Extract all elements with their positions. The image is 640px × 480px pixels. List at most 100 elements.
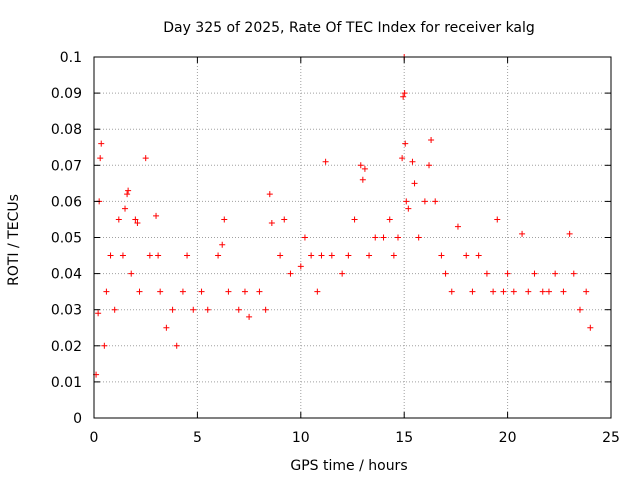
data-point bbox=[432, 198, 439, 205]
data-point bbox=[111, 306, 118, 313]
data-point bbox=[525, 288, 532, 295]
data-point bbox=[268, 220, 275, 227]
data-point bbox=[119, 252, 126, 259]
data-point bbox=[483, 270, 490, 277]
data-points bbox=[93, 54, 594, 378]
data-point bbox=[262, 306, 269, 313]
data-point bbox=[510, 288, 517, 295]
data-point bbox=[386, 216, 393, 223]
data-point bbox=[122, 205, 129, 212]
data-point bbox=[157, 288, 164, 295]
data-point bbox=[380, 234, 387, 241]
data-point bbox=[394, 234, 401, 241]
data-point bbox=[266, 191, 273, 198]
x-tick-label: 25 bbox=[602, 430, 620, 446]
data-point bbox=[215, 252, 222, 259]
grid-lines bbox=[94, 57, 611, 418]
data-point bbox=[426, 162, 433, 169]
data-point bbox=[566, 230, 573, 237]
data-point bbox=[124, 191, 131, 198]
y-axis-label: ROTI / TECUs bbox=[6, 194, 22, 286]
y-tick-label: 0.01 bbox=[51, 375, 82, 391]
data-point bbox=[409, 158, 416, 165]
data-point bbox=[287, 270, 294, 277]
x-tick-label: 15 bbox=[395, 430, 413, 446]
x-tick-label: 10 bbox=[292, 430, 310, 446]
y-tick-label: 0.07 bbox=[51, 158, 82, 174]
x-tick-label: 5 bbox=[193, 430, 202, 446]
data-point bbox=[576, 306, 583, 313]
data-point bbox=[328, 252, 335, 259]
data-point bbox=[256, 288, 263, 295]
data-point bbox=[428, 137, 435, 144]
data-point bbox=[504, 270, 511, 277]
data-point bbox=[308, 252, 315, 259]
data-point bbox=[241, 288, 248, 295]
data-point bbox=[322, 158, 329, 165]
data-point bbox=[125, 187, 132, 194]
x-tick-label: 0 bbox=[90, 430, 99, 446]
data-point bbox=[366, 252, 373, 259]
data-point bbox=[198, 288, 205, 295]
data-point bbox=[403, 198, 410, 205]
y-tick-label: 0.05 bbox=[51, 231, 82, 247]
data-point bbox=[401, 90, 408, 97]
data-point bbox=[153, 212, 160, 219]
data-point bbox=[361, 165, 368, 172]
data-point bbox=[128, 270, 135, 277]
data-point bbox=[173, 342, 180, 349]
data-point bbox=[103, 288, 110, 295]
data-point bbox=[411, 180, 418, 187]
data-point bbox=[318, 252, 325, 259]
y-tick-label: 0.08 bbox=[51, 122, 82, 138]
data-point bbox=[500, 288, 507, 295]
data-point bbox=[339, 270, 346, 277]
data-point bbox=[107, 252, 114, 259]
data-point bbox=[163, 324, 170, 331]
data-point bbox=[219, 241, 226, 248]
data-point bbox=[146, 252, 153, 259]
data-point bbox=[281, 216, 288, 223]
data-point bbox=[98, 140, 105, 147]
data-point bbox=[297, 263, 304, 270]
data-point bbox=[132, 216, 139, 223]
data-point bbox=[277, 252, 284, 259]
data-point bbox=[552, 270, 559, 277]
data-point bbox=[97, 155, 104, 162]
data-point bbox=[184, 252, 191, 259]
data-point bbox=[115, 216, 122, 223]
data-point bbox=[235, 306, 242, 313]
data-point bbox=[204, 306, 211, 313]
data-point bbox=[405, 205, 412, 212]
data-point bbox=[179, 288, 186, 295]
data-point bbox=[438, 252, 445, 259]
data-point bbox=[142, 155, 149, 162]
data-point bbox=[372, 234, 379, 241]
data-point bbox=[448, 288, 455, 295]
data-point bbox=[225, 288, 232, 295]
y-tick-label: 0.06 bbox=[51, 194, 82, 210]
data-point bbox=[246, 313, 253, 320]
data-point bbox=[359, 176, 366, 183]
data-point bbox=[560, 288, 567, 295]
data-point bbox=[314, 288, 321, 295]
data-point bbox=[570, 270, 577, 277]
data-point bbox=[169, 306, 176, 313]
y-tick-label: 0.09 bbox=[51, 86, 82, 102]
data-point bbox=[545, 288, 552, 295]
data-point bbox=[494, 216, 501, 223]
y-tick-label: 0.03 bbox=[51, 303, 82, 319]
data-point bbox=[463, 252, 470, 259]
data-point bbox=[399, 155, 406, 162]
data-point bbox=[519, 230, 526, 237]
data-point bbox=[400, 93, 407, 100]
x-axis-label: GPS time / hours bbox=[290, 458, 407, 474]
y-tick-label: 0 bbox=[73, 411, 82, 427]
data-point bbox=[415, 234, 422, 241]
axis-ticks bbox=[93, 56, 612, 419]
data-point bbox=[190, 306, 197, 313]
data-point bbox=[155, 252, 162, 259]
data-point bbox=[469, 288, 476, 295]
data-point bbox=[539, 288, 546, 295]
